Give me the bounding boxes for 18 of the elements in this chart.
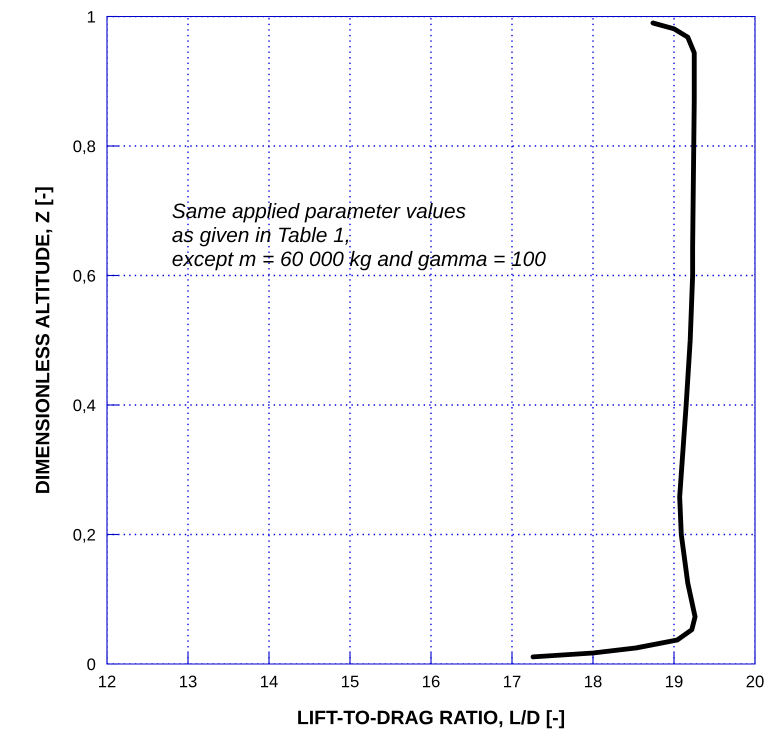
x-tick-label: 16 (423, 676, 440, 688)
y-tick-label: 1 (88, 11, 96, 23)
x-tick-label: 20 (746, 676, 764, 688)
x-tick-label: 15 (342, 676, 359, 688)
y-tick-label: 0,6 (73, 270, 96, 284)
x-axis-title: LIFT-TO-DRAG RATIO, L/D [-] (298, 710, 564, 728)
y-tick-label: 0,8 (73, 140, 96, 154)
x-tick-label: 17 (504, 676, 520, 688)
x-tick-label: 12 (99, 676, 116, 688)
x-tick-label: 19 (666, 676, 682, 688)
y-tick-label: 0,4 (73, 399, 96, 414)
x-tick-label: 18 (585, 676, 602, 688)
annotation: Same applied parameter values as given in Table 1, except m = 60 000 kg and gamma = 100 (172, 202, 546, 270)
y-tick-label: 0 (87, 658, 96, 670)
y-tick-label: 0,2 (73, 528, 96, 543)
x-tick-label: 13 (180, 676, 197, 688)
y-axis-title: DIMENSIONLESS ALTITUDE, Z [-] (35, 187, 54, 493)
x-tick-label: 14 (261, 676, 278, 688)
